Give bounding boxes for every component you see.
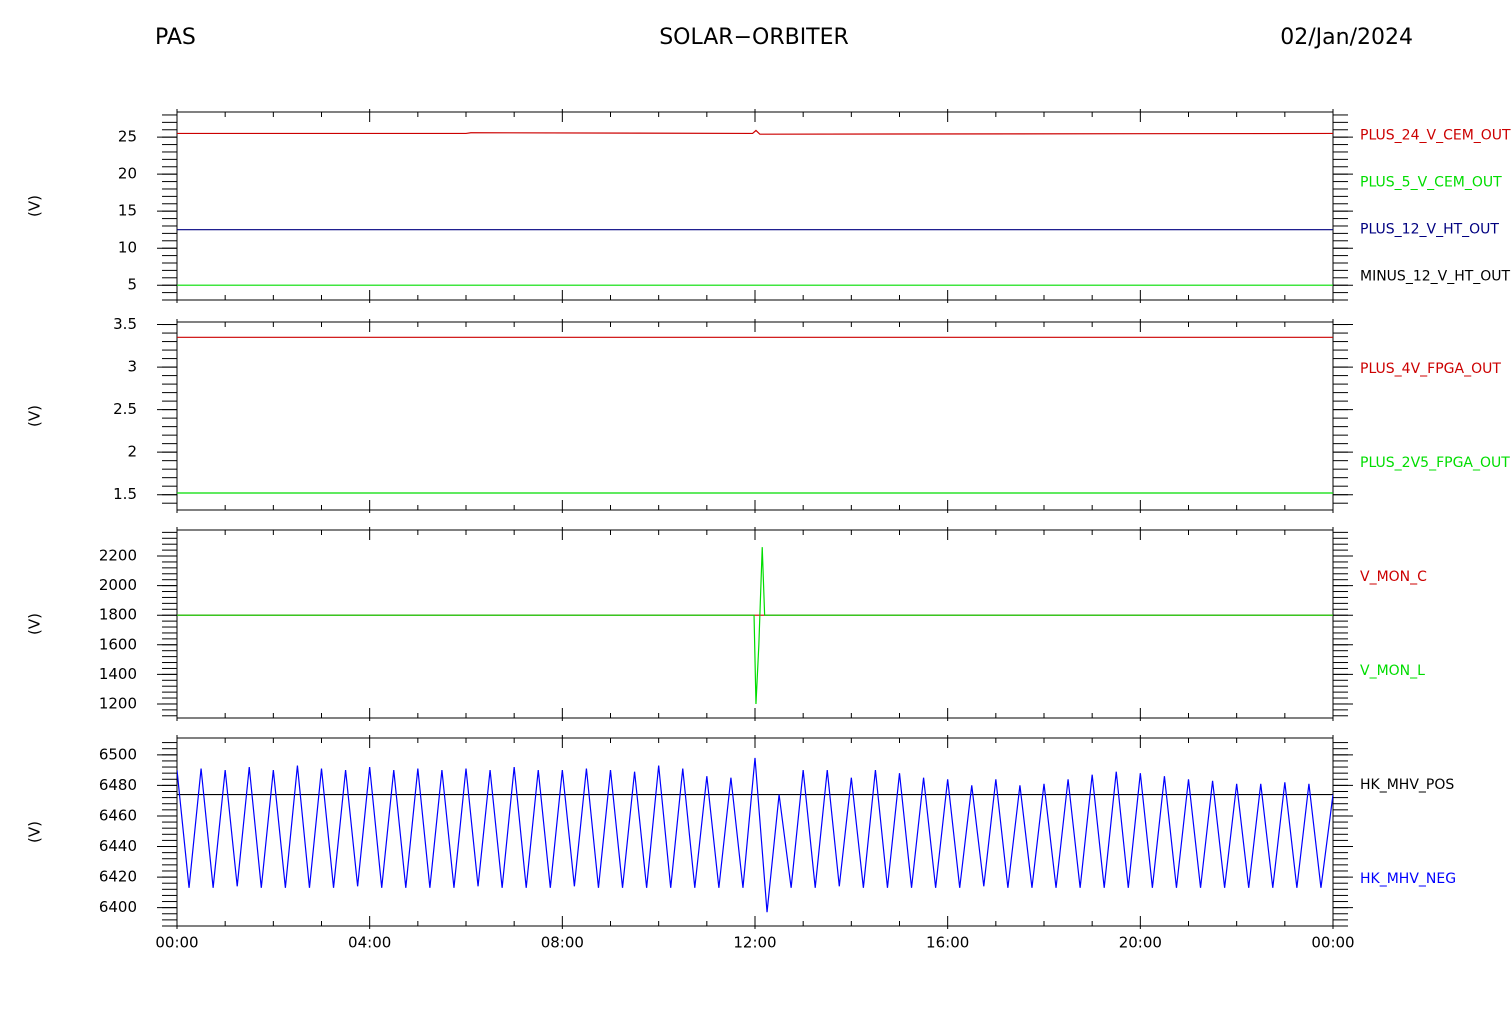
x-tick-label: 00:00 — [155, 934, 198, 952]
legend-label: PLUS_12_V_HT_OUT — [1360, 222, 1499, 238]
legend-label: PLUS_4V_FPGA_OUT — [1360, 361, 1501, 377]
x-tick-label: 04:00 — [348, 934, 391, 952]
plot-frame — [176, 321, 1334, 511]
plot-frame — [176, 737, 1334, 927]
y-tick-label: 3 — [127, 358, 137, 376]
x-tick-label: 20:00 — [1119, 934, 1162, 952]
y-tick-label: 25 — [118, 128, 137, 146]
y-tick-label: 6500 — [99, 745, 137, 763]
y-tick-label: 6400 — [99, 898, 137, 916]
y-tick-label: 15 — [118, 202, 137, 220]
y-tick-label: 10 — [118, 239, 137, 257]
series-line — [177, 547, 1333, 704]
y-axis-label: (V) — [26, 405, 44, 427]
y-tick-label: 1.5 — [113, 485, 137, 503]
plot-frame — [176, 529, 1334, 719]
y-tick-label: 2000 — [99, 576, 137, 594]
legend-label: PLUS_2V5_FPGA_OUT — [1360, 455, 1510, 471]
series-line — [177, 129, 1333, 135]
y-tick-label: 1400 — [99, 665, 137, 683]
x-tick-label: 08:00 — [541, 934, 584, 952]
y-axis-label: (V) — [26, 613, 44, 635]
y-tick-label: 6460 — [99, 806, 137, 824]
y-axis-label: (V) — [26, 821, 44, 843]
plot-frame — [176, 111, 1334, 301]
y-tick-label: 3.5 — [113, 315, 137, 333]
series-line — [177, 757, 1333, 913]
legend-label: PLUS_24_V_CEM_OUT — [1360, 128, 1511, 144]
header-center: SOLAR−ORBITER — [659, 25, 849, 50]
header-left: PAS — [155, 25, 196, 50]
y-tick-label: 1600 — [99, 635, 137, 653]
y-tick-label: 5 — [127, 276, 137, 294]
legend-label: PLUS_5_V_CEM_OUT — [1360, 175, 1502, 191]
y-tick-label: 1200 — [99, 694, 137, 712]
legend-label: HK_MHV_POS — [1360, 777, 1454, 793]
y-axis-label: (V) — [26, 195, 44, 217]
legend-label: MINUS_12_V_HT_OUT — [1360, 269, 1511, 285]
x-tick-label: 00:00 — [1311, 934, 1354, 952]
x-tick-label: 16:00 — [926, 934, 969, 952]
legend-label: V_MON_L — [1360, 663, 1425, 679]
y-tick-label: 2.5 — [113, 400, 137, 418]
legend-label: HK_MHV_NEG — [1360, 871, 1456, 887]
y-tick-label: 2 — [127, 443, 137, 461]
y-tick-label: 1800 — [99, 606, 137, 624]
y-tick-label: 6420 — [99, 868, 137, 886]
y-tick-label: 2200 — [99, 547, 137, 565]
y-tick-label: 6440 — [99, 837, 137, 855]
legend-label: V_MON_C — [1360, 569, 1427, 585]
y-tick-label: 6480 — [99, 776, 137, 794]
header-right: 02/Jan/2024 — [1280, 25, 1413, 50]
x-tick-label: 12:00 — [733, 934, 776, 952]
y-tick-label: 20 — [118, 165, 137, 183]
